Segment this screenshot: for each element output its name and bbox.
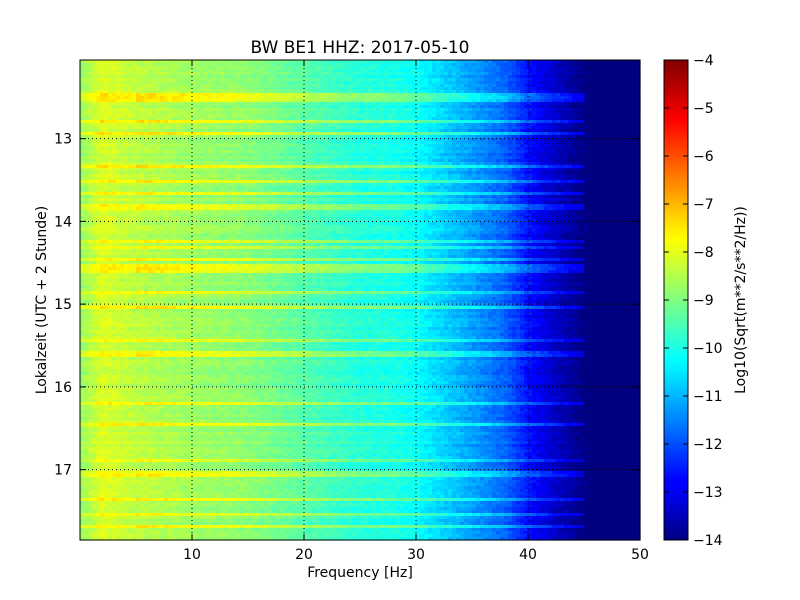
heatmap bbox=[80, 60, 641, 541]
chart-title: BW BE1 HHZ: 2017-05-10 bbox=[250, 38, 469, 58]
